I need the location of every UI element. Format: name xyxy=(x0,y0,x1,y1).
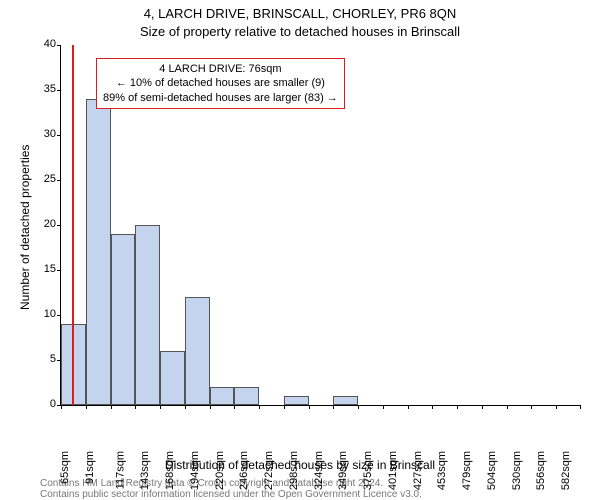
x-tick-label: 272sqm xyxy=(263,451,275,490)
histogram-bar xyxy=(135,225,160,405)
y-tick-label: 35 xyxy=(26,83,56,95)
y-tick-label: 5 xyxy=(26,353,56,365)
x-tick-label: 220sqm xyxy=(214,451,226,490)
x-tick-label: 427sqm xyxy=(412,451,424,490)
y-tick-label: 30 xyxy=(26,128,56,140)
annotation-box: 4 LARCH DRIVE: 76sqm← 10% of detached ho… xyxy=(96,58,345,109)
histogram-bar xyxy=(160,351,185,405)
x-tick-label: 194sqm xyxy=(189,451,201,490)
x-tick-label: 65sqm xyxy=(59,451,71,484)
histogram-bar xyxy=(86,99,111,405)
y-tick-label: 15 xyxy=(26,263,56,275)
histogram-bar xyxy=(185,297,210,405)
x-tick-label: 246sqm xyxy=(238,451,250,490)
x-tick-label: 91sqm xyxy=(84,451,96,484)
x-tick-label: 168sqm xyxy=(164,451,176,490)
y-tick-label: 20 xyxy=(26,218,56,230)
y-tick-label: 25 xyxy=(26,173,56,185)
footer-line2: Contains public sector information licen… xyxy=(40,489,422,500)
annotation-line2: ← 10% of detached houses are smaller (9) xyxy=(103,76,338,90)
y-tick-label: 40 xyxy=(26,38,56,50)
x-tick-label: 556sqm xyxy=(536,451,548,490)
x-tick-label: 479sqm xyxy=(461,451,473,490)
x-tick-label: 298sqm xyxy=(288,451,300,490)
x-tick-label: 375sqm xyxy=(362,451,374,490)
x-tick-label: 143sqm xyxy=(139,451,151,490)
page-title-line2: Size of property relative to detached ho… xyxy=(0,24,600,39)
x-tick-label: 504sqm xyxy=(486,451,498,490)
x-tick-label: 453sqm xyxy=(437,451,449,490)
x-tick-label: 582sqm xyxy=(560,451,572,490)
histogram-bar xyxy=(284,396,309,405)
histogram-bar xyxy=(210,387,235,405)
y-tick-label: 0 xyxy=(26,398,56,410)
x-tick-label: 349sqm xyxy=(338,451,350,490)
x-tick-label: 530sqm xyxy=(511,451,523,490)
histogram-bar xyxy=(234,387,259,405)
annotation-line3: 89% of semi-detached houses are larger (… xyxy=(103,91,338,105)
histogram-bar xyxy=(333,396,358,405)
property-marker-line xyxy=(72,45,74,405)
page-title-line1: 4, LARCH DRIVE, BRINSCALL, CHORLEY, PR6 … xyxy=(0,6,600,21)
x-tick-label: 401sqm xyxy=(387,451,399,490)
y-tick-label: 10 xyxy=(26,308,56,320)
x-tick-label: 117sqm xyxy=(114,451,126,489)
annotation-line1: 4 LARCH DRIVE: 76sqm xyxy=(103,62,338,76)
histogram-bar xyxy=(111,234,136,405)
x-tick-label: 324sqm xyxy=(313,451,325,490)
